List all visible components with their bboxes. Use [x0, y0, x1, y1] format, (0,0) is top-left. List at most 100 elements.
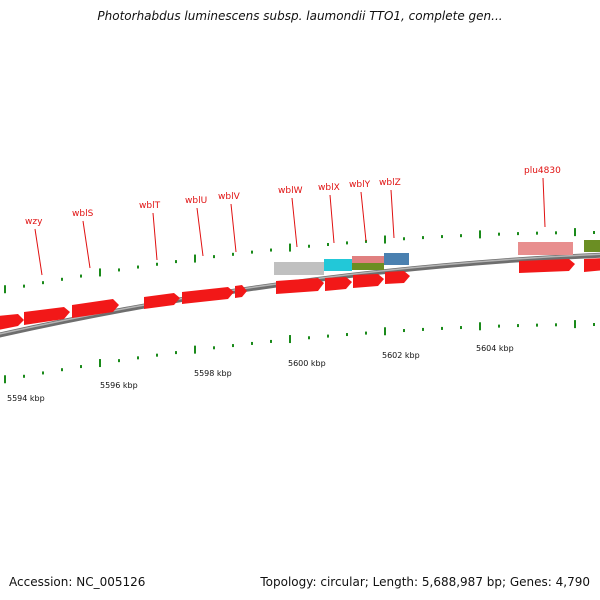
feature-block[interactable] [384, 253, 409, 265]
feature-block[interactable] [324, 259, 352, 271]
major-tick [99, 359, 101, 368]
minor-tick [251, 341, 253, 345]
outer-tick-track [4, 228, 595, 294]
minor-tick [555, 231, 557, 235]
gene-arrow[interactable] [24, 307, 70, 325]
feature-track [274, 240, 600, 275]
gene-arrow[interactable] [584, 258, 600, 272]
minor-tick [536, 323, 538, 327]
gene-label-wblz[interactable]: wblZ [379, 178, 401, 188]
minor-tick [270, 248, 272, 252]
minor-tick [137, 265, 139, 269]
minor-tick [308, 336, 310, 340]
minor-tick [23, 284, 25, 288]
genome-title: Photorhabdus luminescens subsp. laumondi… [97, 9, 503, 23]
gene-arrow[interactable] [0, 314, 24, 330]
gene-arrow[interactable] [353, 274, 384, 288]
minor-tick [156, 262, 158, 266]
minor-tick [498, 232, 500, 236]
gene-leader-line [230, 203, 237, 253]
genome-summary: Topology: circular; Length: 5,688,987 bp… [260, 575, 590, 589]
gene-label-wblu[interactable]: wblU [185, 196, 207, 206]
major-tick [384, 235, 386, 244]
gene-leader-line [82, 220, 91, 269]
minor-tick [213, 255, 215, 259]
gene-label-wblt[interactable]: wblT [139, 201, 161, 211]
gene-leader-line [390, 189, 395, 239]
minor-tick [251, 250, 253, 254]
minor-tick [536, 231, 538, 235]
gene-label-wblw[interactable]: wblW [278, 186, 303, 196]
minor-tick [175, 351, 177, 355]
minor-tick [175, 260, 177, 264]
kbp-label: 5604 kbp [476, 344, 514, 353]
minor-tick [156, 353, 158, 357]
minor-tick [365, 331, 367, 335]
kbp-label: 5600 kbp [288, 359, 326, 368]
kbp-label: 5594 kbp [7, 394, 45, 403]
gene-arrow[interactable] [519, 259, 575, 273]
minor-tick [270, 339, 272, 343]
major-tick [4, 285, 6, 294]
minor-tick [460, 234, 462, 238]
gene-leader-line [329, 194, 335, 244]
gene-arrow[interactable] [276, 278, 324, 294]
gene-arrow[interactable] [385, 271, 410, 284]
accession-label: Accession: NC_005126 [9, 575, 146, 589]
minor-tick [365, 239, 367, 243]
feature-block[interactable] [352, 263, 384, 270]
gene-arrow[interactable] [144, 293, 180, 309]
minor-tick [593, 231, 595, 235]
minor-tick [403, 237, 405, 241]
minor-tick [23, 374, 25, 378]
inner-tick-track [4, 320, 595, 384]
minor-tick [327, 243, 329, 247]
minor-tick [422, 327, 424, 331]
gene-leader-line [360, 191, 367, 242]
minor-tick [460, 326, 462, 330]
feature-block[interactable] [352, 256, 384, 263]
gene-leader-line [291, 197, 298, 248]
minor-tick [441, 326, 443, 330]
gene-label-wzy[interactable]: wzy [25, 217, 43, 227]
major-tick [574, 320, 576, 329]
gene-leader-line [152, 212, 158, 261]
minor-tick [308, 244, 310, 248]
minor-tick [441, 235, 443, 239]
gene-leader-line [196, 207, 204, 257]
gene-label-wblx[interactable]: wblX [318, 183, 340, 193]
gene-arrow[interactable] [72, 299, 119, 318]
forward-genes-track [0, 258, 600, 330]
feature-block[interactable] [274, 262, 324, 275]
minor-tick [118, 359, 120, 363]
minor-tick [403, 329, 405, 333]
minor-tick [498, 324, 500, 328]
gene-arrow[interactable] [325, 277, 352, 291]
minor-tick [517, 324, 519, 328]
minor-tick [118, 268, 120, 272]
major-tick [479, 322, 481, 331]
major-tick [99, 268, 101, 277]
major-tick [289, 243, 291, 252]
major-tick [479, 230, 481, 239]
kbp-label: 5596 kbp [100, 381, 138, 390]
gene-label-wbls[interactable]: wblS [72, 209, 94, 219]
gene-label-wblv[interactable]: wblV [218, 192, 241, 202]
minor-tick [422, 236, 424, 240]
major-tick [194, 345, 196, 354]
major-tick [289, 335, 291, 344]
minor-tick [346, 241, 348, 245]
minor-tick [61, 277, 63, 281]
major-tick [384, 327, 386, 336]
major-tick [194, 254, 196, 263]
gene-label-wbly[interactable]: wblY [349, 180, 371, 190]
minor-tick [80, 274, 82, 278]
feature-block[interactable] [584, 240, 600, 252]
kbp-label: 5598 kbp [194, 369, 232, 378]
gene-label-plu4830[interactable]: plu4830 [524, 166, 561, 176]
gene-arrow[interactable] [235, 285, 247, 298]
gene-arrow[interactable] [182, 287, 234, 304]
feature-block[interactable] [518, 242, 573, 255]
